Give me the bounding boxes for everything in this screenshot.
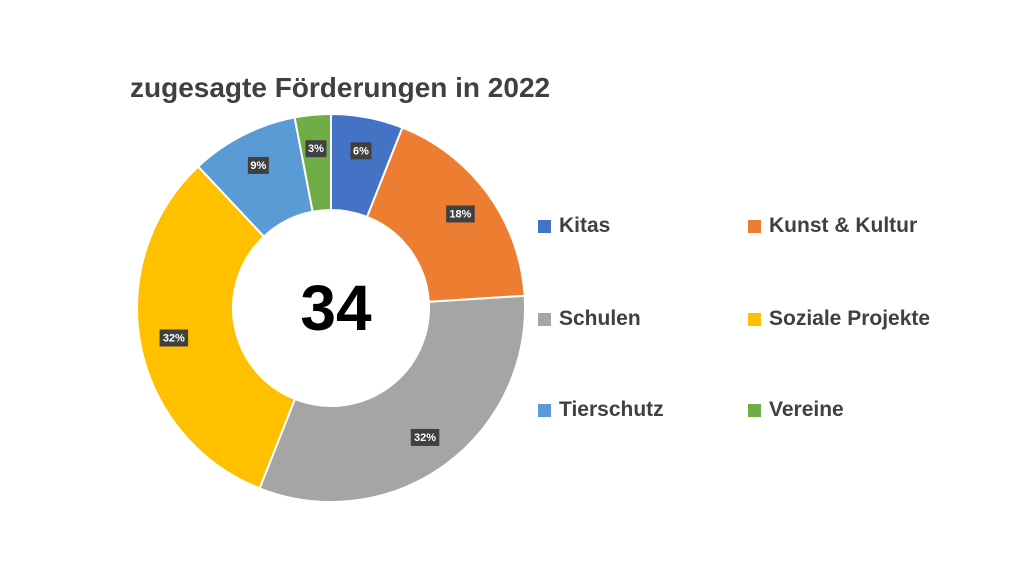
data-label-text: 3% <box>308 143 324 155</box>
legend-item-schulen: Schulen <box>538 307 641 331</box>
legend-swatch <box>748 312 761 326</box>
data-label-text: 32% <box>163 332 185 344</box>
data-label-text: 32% <box>414 432 436 444</box>
slice-kunst-und-kultur <box>365 126 526 303</box>
legend-label: Kitas <box>559 214 611 237</box>
legend-swatch <box>538 219 551 233</box>
legend-item-soziale-projekte: Soziale Projekte <box>748 307 930 331</box>
legend-item-tierschutz: Tierschutz <box>538 398 664 422</box>
data-label-bg <box>410 428 440 446</box>
data-label-text: 6% <box>353 145 369 157</box>
data-label-bg <box>305 140 327 158</box>
center-value: 34 <box>300 272 372 344</box>
data-label-bg <box>247 156 269 174</box>
data-label-schulen: 32% <box>410 428 440 446</box>
legend-item-kunst-und-kultur: Kunst & Kultur <box>748 214 917 238</box>
chart-title: zugesagte Förderungen in 2022 <box>130 72 551 103</box>
data-label-text: 18% <box>449 208 471 220</box>
data-label-soziale-projekte: 32% <box>159 329 189 347</box>
data-label-tierschutz: 9% <box>247 156 269 174</box>
legend-item-kitas: Kitas <box>538 214 610 238</box>
legend-label: Kunst & Kultur <box>769 214 918 237</box>
data-label-vereine: 3% <box>305 140 327 158</box>
slice-schulen <box>258 294 526 503</box>
data-label-kunst-und-kultur: 18% <box>446 205 475 223</box>
legend-label: Tierschutz <box>559 398 664 421</box>
legend-label: Schulen <box>559 307 641 330</box>
data-label-text: 9% <box>250 160 266 172</box>
legend-label: Vereine <box>769 398 844 421</box>
data-label-kitas: 6% <box>350 142 372 160</box>
legend-label: Soziale Projekte <box>769 307 931 330</box>
legend-swatch <box>538 403 551 417</box>
legend-swatch <box>748 219 761 233</box>
legend-swatch <box>538 312 551 326</box>
slice-soziale-projekte <box>136 165 297 490</box>
data-label-bg <box>159 329 189 347</box>
legend-swatch <box>748 403 761 417</box>
data-label-bg <box>446 205 475 223</box>
slice-vereine <box>293 112 332 213</box>
data-label-bg <box>350 142 372 160</box>
donut-slices <box>136 112 526 503</box>
legend-item-vereine: Vereine <box>748 398 844 422</box>
data-labels: 6% 18% 32% 32% 9% 3% <box>159 140 475 446</box>
